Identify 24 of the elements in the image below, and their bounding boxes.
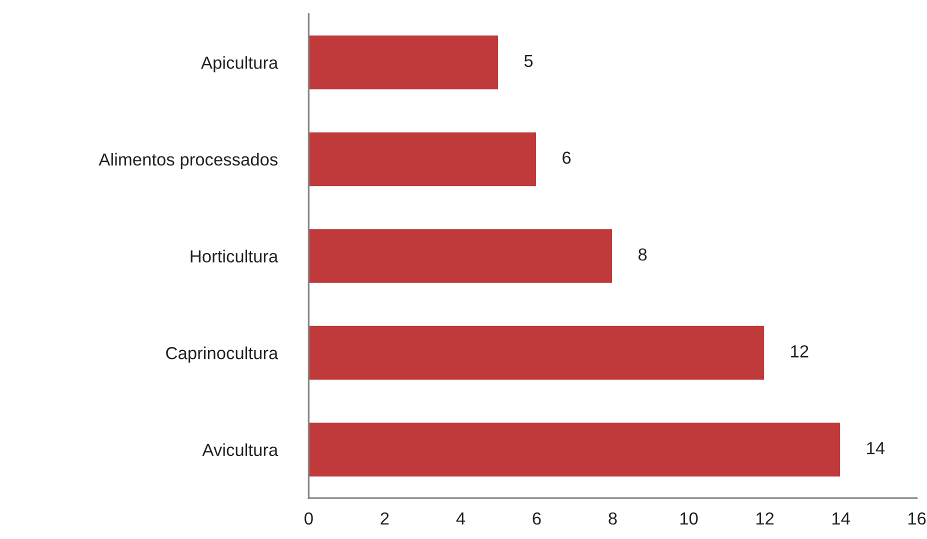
y-tick-label: Alimentos processados: [98, 152, 278, 170]
x-tick-label: 12: [756, 512, 774, 525]
bar: [308, 324, 766, 382]
x-tick-label: 0: [304, 512, 313, 525]
data-label: 12: [791, 345, 808, 358]
y-tick-label: Caprinocultura: [166, 346, 278, 363]
bar: [308, 34, 500, 91]
x-tick-label: 4: [456, 512, 466, 525]
x-tick-label: 6: [532, 512, 541, 525]
x-tick-label: 8: [608, 512, 617, 525]
data-label: 6: [562, 152, 571, 164]
x-tick-label: 10: [680, 512, 698, 525]
data-label: 5: [524, 54, 533, 68]
data-label: 14: [867, 442, 885, 454]
bar: [308, 130, 538, 188]
x-tick-label: 16: [908, 512, 926, 525]
bar: [308, 228, 614, 284]
x-tick-label: 2: [380, 512, 389, 525]
y-tick-label: Horticultura: [190, 250, 278, 262]
x-tick-label: 14: [832, 512, 850, 525]
y-tick-label: Avicultura: [202, 443, 278, 456]
data-label: 8: [638, 248, 647, 261]
y-tick-label: Apicultura: [200, 56, 278, 72]
bar: [308, 421, 842, 478]
